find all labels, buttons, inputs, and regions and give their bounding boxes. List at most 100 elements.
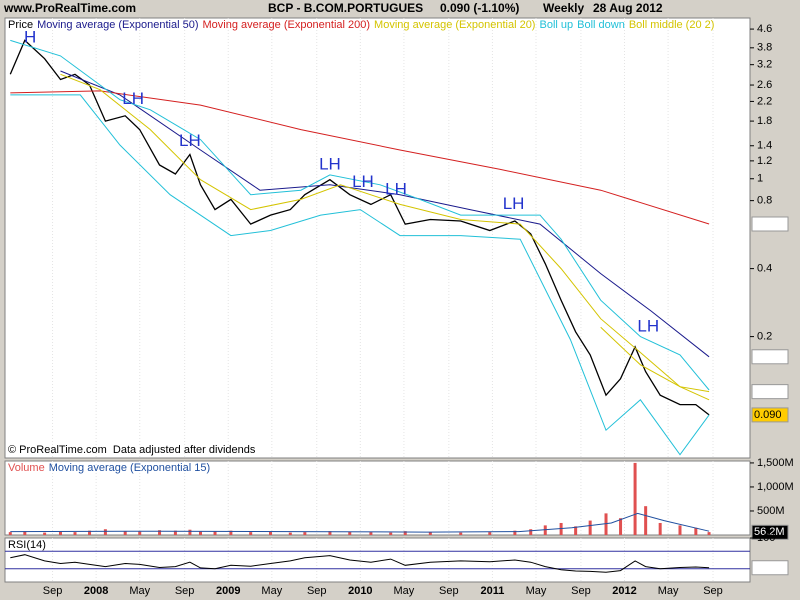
x-tick-label: 2011 [480,585,504,597]
annotation: LH [385,180,407,199]
volume-bar [369,532,373,535]
x-tick-label: Sep [571,585,591,597]
legend-entry: RSI(14) [8,539,46,551]
y-tick-label: 2.6 [757,79,772,91]
panel [4,537,751,583]
series-line [10,90,710,225]
legend-entry: Boll middle (20 2) [629,19,715,31]
x-tick-label: May [261,585,282,597]
y-tick-label: 1,500M [757,457,794,469]
quote: 0.090 (-1.10%) [440,1,520,15]
price-tag [751,384,789,400]
annotation: LH [319,155,341,174]
legend-entry: Volume [8,462,45,474]
x-tick-label: 2010 [348,585,372,597]
y-tick-label: 0.2 [757,331,772,343]
y-tick-label: 1.2 [757,155,772,167]
legend-entry: Moving average (Exponential 200) [203,19,371,31]
volume-bar [403,531,407,535]
volume-bar [513,530,517,535]
volume-bar [588,520,592,535]
price-tag-label: 0.090 [754,409,782,421]
volume-bar [103,529,107,535]
series-line [600,326,710,393]
annotation: H [24,27,36,46]
volume-bar [123,531,127,535]
volume-bar [633,462,637,535]
volume-bar [707,532,711,535]
x-tick-label: Sep [175,585,195,597]
volume-bar [173,530,177,535]
price-tag [751,349,789,365]
volume-bar [348,531,352,535]
y-tick-label: 4.6 [757,23,772,35]
volume-bar [43,532,47,535]
volume-bar [138,531,142,535]
legend-entry: Moving average (Exponential 15) [49,462,210,474]
series-line [10,39,710,391]
volume-bar [288,532,292,535]
x-tick-label: Sep [703,585,723,597]
series-line [10,512,710,533]
series-line [9,39,710,416]
price-tag [751,216,789,232]
volume-bar [604,513,608,535]
series-line [60,73,710,401]
annotation: LH [179,131,201,150]
panel [4,17,751,459]
header: www.ProRealTime.com BCP - B.COM.PORTUGUE… [0,0,800,16]
volume-bar [694,527,698,535]
footer: © ProRealTime.com Data adjusted after di… [8,444,256,456]
y-tick-label: 1 [757,173,763,185]
annotation: LH [503,194,525,213]
price-tag [751,560,789,576]
legend-entry: Moving average (Exponential 20) [374,19,535,31]
x-tick-label: May [129,585,150,597]
site: www.ProRealTime.com [4,1,137,15]
volume-bar [23,531,27,535]
series-line [10,554,710,573]
volume-bar [459,532,463,535]
y-tick-label: 1,000M [757,481,794,493]
volume-bar [158,530,162,535]
x-tick-label: May [526,585,547,597]
volume-bar [529,529,533,535]
series-line [10,94,710,456]
legend-entry: Boll up [539,19,573,31]
legend-entry: Boll down [577,19,625,31]
y-tick-label: 0.8 [757,195,772,207]
volume-bar [269,531,273,535]
volume-bar [574,526,578,535]
legend-entry: Moving average (Exponential 50) [37,19,198,31]
price-tag-label: 56.2M [754,526,785,538]
x-tick-label: Sep [43,585,63,597]
volume-bar [213,531,217,535]
x-tick-label: 2012 [612,585,636,597]
y-tick-label: 500M [757,505,785,517]
volume-bar [198,531,202,535]
annotation: LH [122,89,144,108]
volume-bar [303,532,307,535]
volume-bar [644,506,648,535]
y-tick-label: 2.2 [757,95,772,107]
volume-bar [88,530,92,535]
instrument: BCP - B.COM.PORTUGUES [268,1,424,15]
volume-bar [328,531,332,535]
annotation: LH [637,317,659,336]
volume-bar [389,532,393,535]
volume-bar [8,532,12,535]
x-tick-label: 2009 [216,585,240,597]
x-tick-label: Sep [439,585,459,597]
volume-bar [658,522,662,535]
volume-bar [229,530,233,535]
volume-bar [428,532,432,535]
y-tick-label: 3.8 [757,42,772,54]
y-tick-label: 1.4 [757,140,772,152]
series-line [60,70,710,358]
y-tick-label: 100 [757,532,775,544]
x-tick-label: Sep [307,585,327,597]
panel [4,460,751,536]
x-tick-label: 2008 [84,585,108,597]
